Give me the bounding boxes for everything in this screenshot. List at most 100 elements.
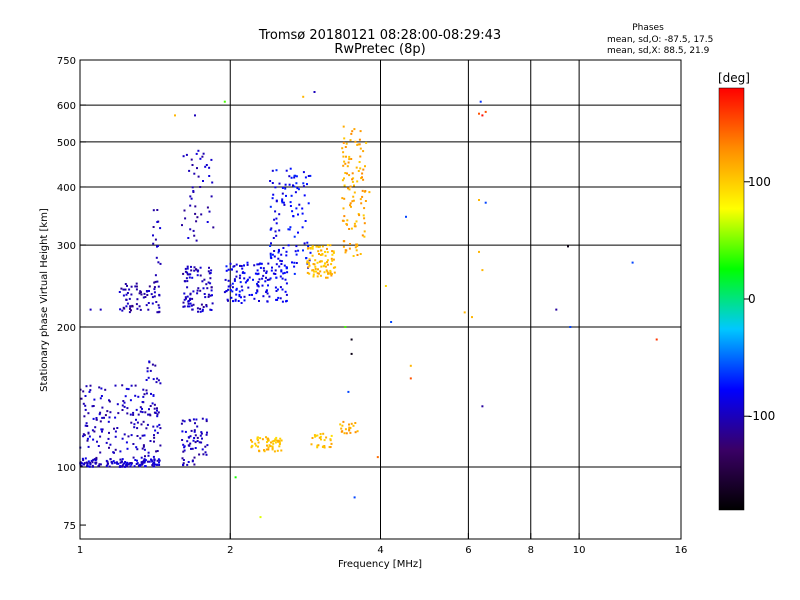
- data-point: [183, 449, 186, 452]
- data-point: [150, 293, 153, 296]
- data-point: [229, 284, 232, 287]
- data-point: [284, 187, 287, 190]
- data-point: [330, 257, 333, 260]
- data-point: [361, 195, 364, 198]
- data-point: [86, 437, 89, 440]
- data-point: [314, 265, 317, 268]
- data-point: [307, 247, 310, 250]
- data-point: [363, 230, 366, 233]
- data-point: [271, 448, 274, 451]
- data-point: [201, 280, 204, 283]
- data-point: [147, 451, 150, 454]
- data-point: [316, 434, 319, 437]
- data-point: [265, 272, 268, 274]
- data-point: [311, 245, 314, 248]
- data-point: [256, 437, 259, 440]
- data-point: [185, 297, 187, 300]
- data-point: [231, 282, 234, 285]
- data-point: [190, 158, 193, 161]
- data-point: [332, 250, 335, 253]
- data-point: [186, 463, 189, 466]
- data-point: [143, 393, 146, 396]
- data-point: [282, 201, 285, 204]
- data-point: [117, 462, 120, 465]
- data-point: [141, 434, 144, 437]
- data-point: [330, 442, 333, 445]
- data-point: [280, 270, 283, 273]
- data-point: [257, 263, 260, 266]
- data-point: [356, 245, 359, 248]
- data-point: [121, 458, 124, 461]
- data-point: [125, 387, 128, 390]
- data-point: [105, 465, 108, 467]
- data-point: [293, 176, 296, 179]
- data-point: [342, 245, 345, 248]
- data-point: [191, 447, 194, 450]
- data-point: [204, 165, 207, 168]
- data-point: [151, 464, 154, 467]
- data-point: [123, 405, 126, 408]
- data-point: [212, 226, 215, 229]
- data-point: [278, 249, 280, 252]
- data-point: [119, 458, 122, 461]
- data-point: [110, 461, 113, 463]
- data-point: [269, 254, 272, 257]
- data-point: [192, 439, 195, 442]
- data-point: [229, 289, 232, 292]
- data-point: [92, 405, 95, 407]
- data-point: [302, 249, 304, 252]
- data-point: [266, 278, 269, 281]
- data-point: [130, 384, 133, 387]
- data-point: [261, 277, 264, 280]
- data-point: [184, 430, 187, 433]
- data-point: [320, 249, 323, 252]
- data-point: [94, 462, 97, 465]
- data-point: [123, 433, 126, 436]
- data-point: [316, 446, 319, 449]
- data-point: [132, 456, 135, 459]
- data-point: [128, 288, 131, 291]
- data-point: [484, 110, 487, 113]
- data-point: [159, 444, 162, 447]
- data-point: [345, 432, 348, 435]
- data-point: [186, 280, 189, 283]
- data-point: [329, 244, 332, 247]
- data-point: [281, 300, 284, 303]
- data-point: [243, 299, 246, 302]
- data-point: [201, 437, 203, 440]
- data-point: [655, 338, 658, 341]
- data-point: [341, 424, 344, 427]
- data-point: [320, 265, 323, 268]
- data-point: [267, 446, 270, 449]
- data-point: [353, 128, 356, 131]
- data-point: [132, 411, 135, 414]
- data-point: [114, 416, 117, 419]
- data-point: [92, 458, 95, 461]
- data-point: [156, 459, 159, 462]
- data-point: [127, 435, 130, 438]
- data-point: [113, 461, 116, 464]
- data-point: [274, 286, 277, 289]
- data-point: [123, 307, 126, 310]
- data-point: [205, 304, 208, 306]
- data-point: [295, 182, 298, 185]
- data-point: [281, 277, 284, 280]
- data-point: [324, 265, 327, 268]
- data-point: [211, 181, 214, 184]
- data-point: [330, 263, 333, 266]
- data-point: [265, 436, 267, 439]
- data-point: [342, 151, 345, 154]
- data-point: [189, 435, 192, 438]
- data-point: [129, 307, 131, 310]
- data-point: [363, 222, 366, 225]
- data-point: [289, 201, 292, 204]
- data-point: [200, 441, 203, 444]
- data-point: [124, 465, 126, 468]
- data-point: [256, 263, 259, 266]
- data-point: [142, 296, 145, 299]
- data-point: [81, 457, 84, 460]
- data-point: [92, 438, 95, 441]
- data-point: [225, 269, 228, 272]
- data-point: [121, 404, 124, 407]
